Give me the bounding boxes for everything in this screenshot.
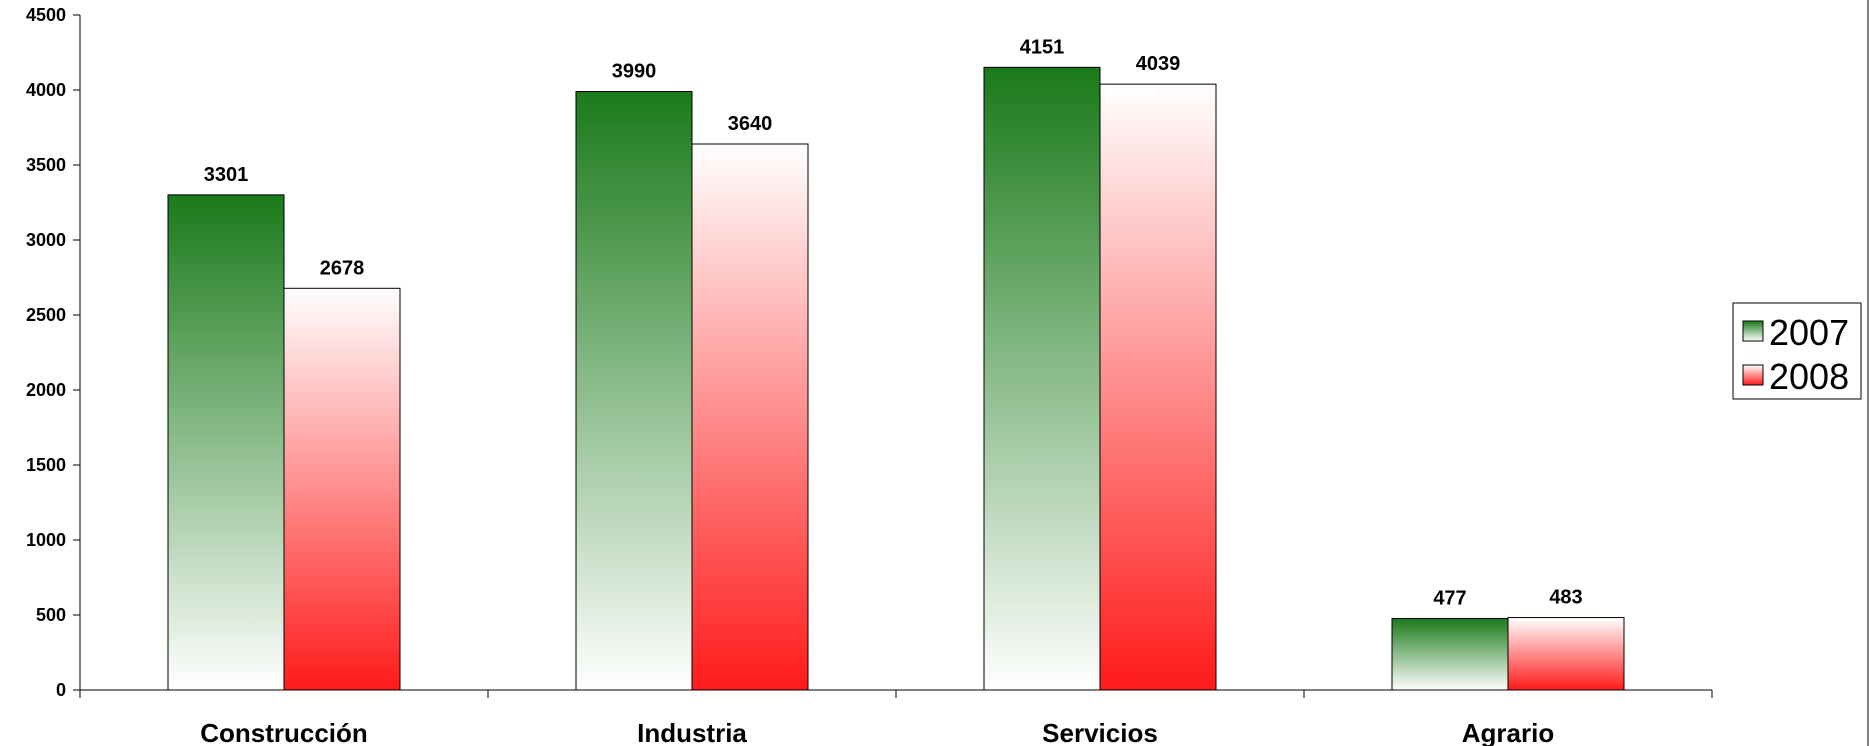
y-tick-label: 1500 — [26, 455, 66, 475]
data-label: 3301 — [204, 164, 249, 186]
category-label: Servicios — [1042, 718, 1158, 746]
data-label: 477 — [1433, 587, 1466, 609]
legend-label: 2007 — [1769, 312, 1849, 353]
category-label: Agrario — [1462, 718, 1554, 746]
bar-2008-agrario — [1507, 617, 1625, 691]
data-label: 4039 — [1136, 53, 1181, 75]
data-label: 4151 — [1020, 36, 1065, 58]
bar-2008-servicios — [1099, 83, 1217, 691]
y-tick-label: 4000 — [26, 80, 66, 100]
legend-box — [1732, 302, 1862, 400]
bar-2007-construcción — [167, 194, 285, 691]
data-label: 483 — [1549, 587, 1582, 609]
y-tick-label: 500 — [36, 605, 66, 625]
y-tick-label: 2500 — [26, 305, 66, 325]
bar-2008-industria — [691, 143, 809, 691]
category-label: Construcción — [200, 718, 368, 746]
bar-2007-servicios — [983, 66, 1101, 691]
data-label: 2678 — [320, 257, 365, 279]
y-tick-label: 3500 — [26, 155, 66, 175]
labels: Construcción 3301 2678 Industria 3990 3640 Ser… — [200, 36, 1582, 746]
bar-2007-industria — [575, 91, 693, 691]
y-tick-label: 4500 — [26, 5, 66, 25]
y-tick-label: 3000 — [26, 230, 66, 250]
category-label: Industria — [637, 718, 747, 746]
data-label: 3640 — [728, 113, 773, 135]
legend-label: 2008 — [1769, 356, 1849, 397]
y-tick-label: 0 — [56, 680, 66, 700]
bar-2007-agrario — [1391, 617, 1509, 691]
y-tick-label: 2000 — [26, 380, 66, 400]
data-label: 3990 — [612, 61, 657, 83]
bars — [167, 66, 1625, 691]
y-tick-label: 1000 — [26, 530, 66, 550]
legend-swatch-2007 — [1742, 320, 1764, 342]
legend-swatch-2008 — [1742, 364, 1764, 386]
bar-2008-construcción — [283, 287, 401, 691]
